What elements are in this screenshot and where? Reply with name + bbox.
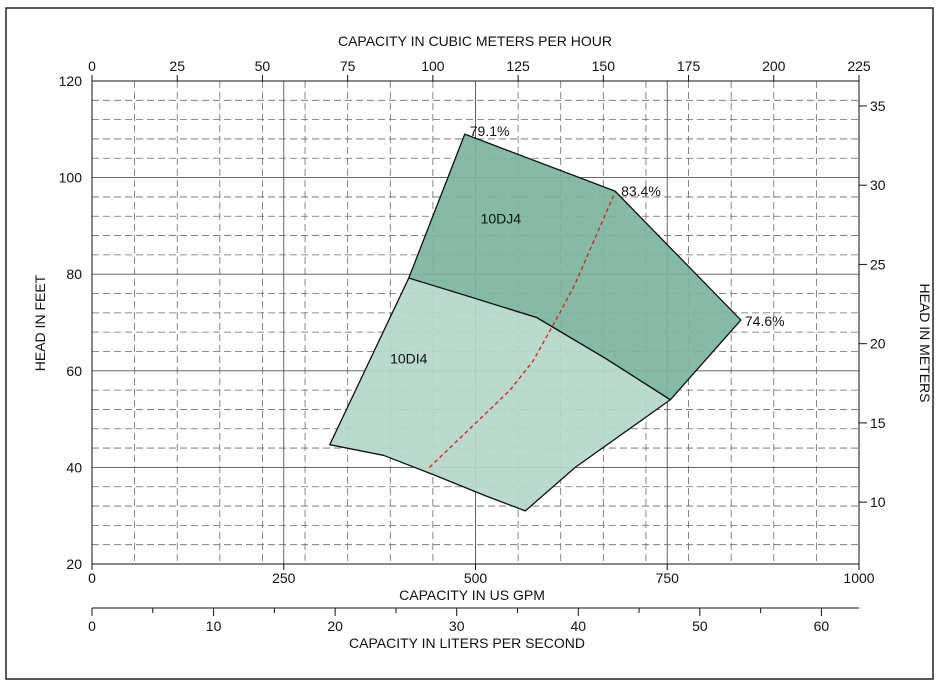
region-label: 10DJ4: [481, 211, 522, 227]
bottom-tick-label: 500: [464, 570, 488, 586]
bottom-tick-label: 250: [272, 570, 296, 586]
top-tick-label: 100: [421, 58, 445, 74]
right-tick-label: 35: [870, 98, 886, 114]
efficiency-label: 74.6%: [745, 313, 785, 329]
top-tick-label: 0: [88, 58, 96, 74]
top-tick-label: 125: [506, 58, 530, 74]
efficiency-label: 79.1%: [470, 123, 510, 139]
top-tick-label: 175: [677, 58, 701, 74]
top-tick-label: 200: [762, 58, 786, 74]
bottom-tick-label: 750: [656, 570, 680, 586]
right-tick-label: 15: [870, 415, 886, 431]
left-axis-title: HEAD IN FEET: [32, 274, 48, 371]
left-tick-label: 100: [59, 170, 83, 186]
region-label: 10DI4: [390, 351, 428, 367]
right-tick-label: 25: [870, 256, 886, 272]
top-tick-label: 50: [255, 58, 271, 74]
right-axis-title: HEAD IN METERS: [917, 283, 933, 402]
left-tick-label: 20: [66, 556, 82, 572]
annotations: 79.1% 83.4% 74.6% 10DJ4 10DI4: [390, 123, 784, 367]
lps-tick-label: 60: [814, 618, 830, 634]
left-tick-label: 60: [66, 363, 82, 379]
lps-tick-label: 30: [449, 618, 465, 634]
left-tick-label: 120: [59, 73, 83, 89]
lps-axis-title: CAPACITY IN LITERS PER SECOND: [349, 635, 585, 651]
right-tick-label: 30: [870, 177, 886, 193]
left-tick-label: 80: [66, 266, 82, 282]
top-tick-label: 150: [592, 58, 616, 74]
lps-tick-label: 40: [570, 618, 586, 634]
efficiency-line-layer: [428, 191, 616, 468]
coverage-regions: [329, 133, 742, 512]
efficiency-label: 83.4%: [621, 183, 661, 199]
lps-tick-label: 50: [692, 618, 708, 634]
right-tick-label: 10: [870, 494, 886, 510]
top-tick-label: 225: [847, 58, 871, 74]
region-10di4: [329, 277, 671, 512]
top-tick-label: 25: [169, 58, 185, 74]
efficiency-line: [428, 191, 616, 468]
bottom-axis-title: CAPACITY IN US GPM: [399, 587, 545, 603]
bottom-tick-label: 1000: [843, 570, 874, 586]
lps-tick-label: 0: [88, 618, 96, 634]
bottom-tick-label: 0: [88, 570, 96, 586]
lps-tick-label: 20: [327, 618, 343, 634]
top-axis-title: CAPACITY IN CUBIC METERS PER HOUR: [338, 33, 612, 49]
top-tick-label: 75: [340, 58, 356, 74]
lps-tick-label: 10: [206, 618, 222, 634]
right-tick-label: 20: [870, 336, 886, 352]
left-tick-label: 40: [66, 459, 82, 475]
